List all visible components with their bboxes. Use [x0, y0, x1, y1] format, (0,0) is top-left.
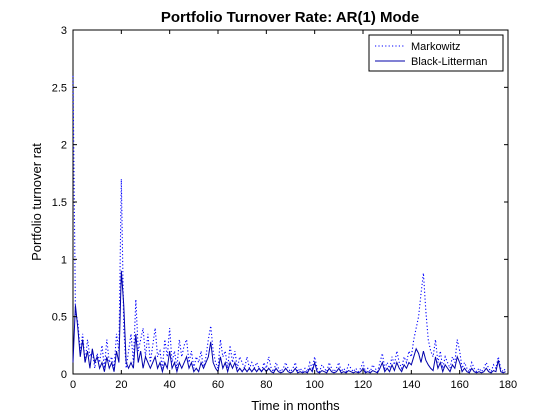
- y-axis-title: Portfolio turnover rat: [29, 143, 44, 261]
- plot-area: [73, 30, 508, 374]
- y-tick-label: 1.5: [52, 197, 67, 209]
- legend: Markowitz Black-Litterman: [369, 35, 503, 71]
- x-tick-label: 40: [164, 379, 176, 391]
- x-tick-label: 0: [70, 379, 76, 391]
- x-tick-label: 180: [499, 379, 517, 391]
- y-tick-label: 0: [61, 369, 67, 381]
- y-tick-label: 3: [61, 25, 67, 37]
- x-tick-label: 120: [354, 379, 372, 391]
- y-tick-label: 1: [61, 254, 67, 266]
- x-tick-label: 140: [402, 379, 420, 391]
- x-tick-label: 80: [260, 379, 272, 391]
- x-axis-title: Time in months: [251, 398, 340, 413]
- legend-label-markowitz: Markowitz: [411, 41, 461, 53]
- legend-label-black-litterman: Black-Litterman: [411, 56, 487, 68]
- x-tick-label: 60: [212, 379, 224, 391]
- x-tick-label: 20: [115, 379, 127, 391]
- y-tick-label: 0.5: [52, 312, 67, 324]
- x-tick-label: 160: [450, 379, 468, 391]
- chart-title: Portfolio Turnover Rate: AR(1) Mode: [161, 9, 419, 26]
- y-tick-label: 2.5: [52, 82, 67, 94]
- y-tick-label: 2: [61, 140, 67, 152]
- x-tick-label: 100: [305, 379, 323, 391]
